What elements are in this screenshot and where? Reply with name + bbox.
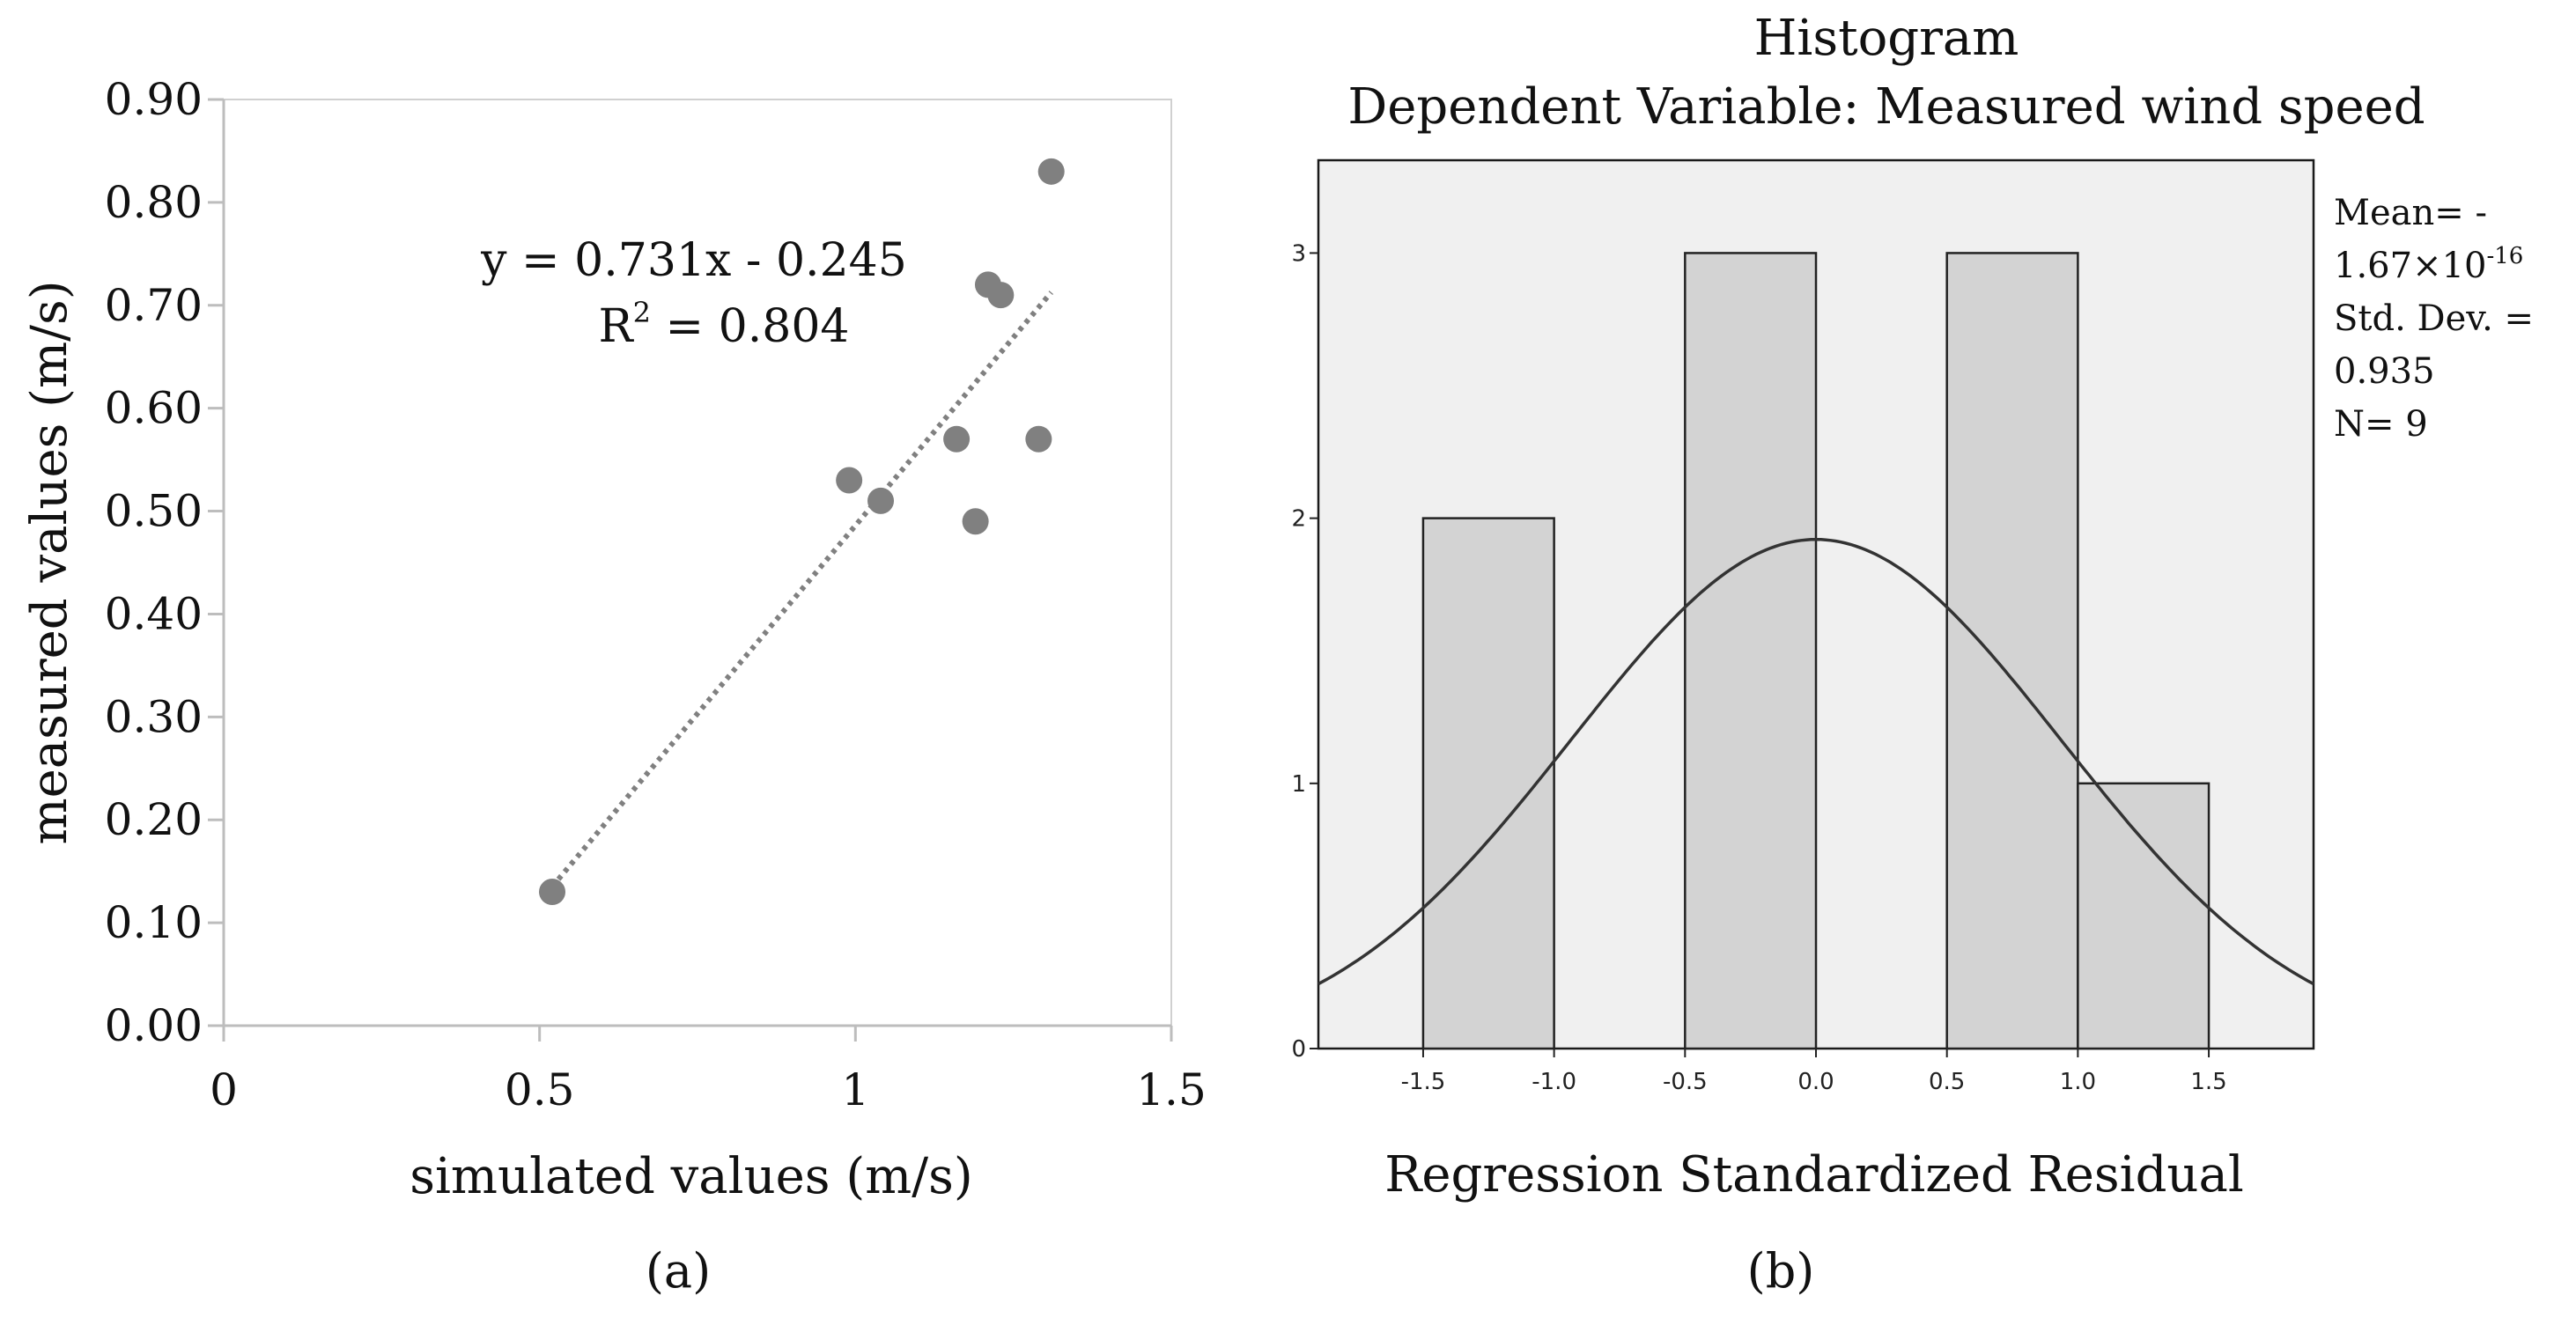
scatter-point: [962, 508, 989, 535]
histogram-bar: [1684, 252, 1818, 1050]
histogram-panel: Histogram Dependent Variable: Measured w…: [1291, 10, 2534, 1299]
histogram-x-ticks: -1.5 -1.0 -0.5 0.0 0.5 1.0 1.5: [1401, 1049, 2227, 1095]
scatter-y-tick-label: 0.30: [105, 691, 203, 742]
scatter-point: [987, 282, 1015, 309]
scatter-y-tick-label: 0.50: [105, 486, 203, 537]
histogram-x-axis-title: Regression Standardized Residual: [1384, 1146, 2244, 1204]
scatter-y-ticks: 0.00 0.10 0.20 0.30 0.40 0.50 0.60 0.70 0.80 0.90: [105, 74, 224, 1051]
panel-a-label: (a): [646, 1243, 711, 1299]
histogram-x-tick-label: 1.0: [2060, 1069, 2096, 1095]
histogram-bars: [1421, 252, 2211, 1050]
histogram-y-tick-label: 3: [1291, 240, 1306, 267]
scatter-panel: 0.000.100.200.300.400.500.600.700.800.90…: [21, 74, 1207, 1299]
panel-b-label: (b): [1747, 1243, 1815, 1299]
histogram-x-tick-label: 1.5: [2190, 1069, 2226, 1095]
scatter-x-tick-label: 1: [841, 1064, 869, 1115]
trendline: [550, 291, 1054, 888]
stat-mean-exponent: -16: [2486, 243, 2523, 269]
histogram-subtitle: Dependent Variable: Measured wind speed: [1347, 78, 2425, 136]
stats-box: Mean= - 1.67×10-16 Std. Dev. = 0.935 N= …: [2334, 193, 2534, 445]
scatter-y-tick-label: 0.70: [105, 280, 203, 331]
histogram-x-tick-label: 0.5: [1929, 1069, 1965, 1095]
r2-superscript: 2: [633, 296, 651, 329]
scatter-point: [1037, 158, 1065, 185]
histogram-title: Histogram: [1754, 10, 2019, 67]
scatter-plot-area: [223, 99, 1172, 1027]
histogram-x-tick-label: -1.0: [1532, 1069, 1576, 1095]
stat-mean-value: 1.67×10-16: [2334, 243, 2523, 286]
histogram-y-tick-label: 1: [1291, 771, 1306, 798]
histogram-x-tick-label: -0.5: [1663, 1069, 1708, 1095]
scatter-y-tick-label: 0.10: [105, 897, 203, 948]
scatter-point: [1025, 425, 1052, 453]
stat-mean-label: Mean= -: [2334, 193, 2487, 233]
stat-mean-base: 1.67×10: [2334, 246, 2486, 286]
scatter-y-tick-label: 0.40: [105, 588, 203, 639]
scatter-point: [539, 879, 566, 906]
scatter-x-tick-label: 1.5: [1136, 1064, 1207, 1115]
histogram-y-tick-label: 2: [1291, 506, 1306, 533]
histogram-bar: [2077, 782, 2211, 1050]
scatter-point: [943, 425, 971, 453]
scatter-y-tick-label: 0.00: [105, 1000, 203, 1051]
scatter-x-tick-label: 0: [210, 1064, 238, 1115]
scatter-x-axis-title: simulated values (m/s): [410, 1148, 973, 1205]
scatter-y-tick-label: 0.20: [105, 794, 203, 845]
stat-sd-value: 0.935: [2334, 351, 2435, 392]
histogram-x-tick-label: 0.0: [1797, 1069, 1834, 1095]
scatter-point: [867, 487, 895, 514]
scatter-x-tick-label: 0.5: [505, 1064, 575, 1115]
scatter-x-ticks: 0 0.5 1 1.5: [210, 1026, 1207, 1115]
scatter-y-tick-label: 0.80: [105, 177, 203, 228]
r-squared-label: R2 = 0.804: [598, 296, 849, 353]
scatter-y-tick-label: 0.90: [105, 74, 203, 125]
scatter-y-tick-label: 0.60: [105, 383, 203, 434]
stat-sd-label: Std. Dev. =: [2334, 298, 2534, 339]
histogram-y-tick-label: 0: [1291, 1036, 1306, 1063]
histogram-bar: [1421, 517, 1555, 1050]
scatter-y-axis-title: measured values (m/s): [21, 280, 78, 844]
histogram-y-ticks: 0 1 2 3: [1291, 240, 1318, 1063]
histogram-x-tick-label: -1.5: [1401, 1069, 1446, 1095]
r2-value: = 0.804: [651, 300, 850, 353]
stat-n: N= 9: [2334, 404, 2428, 445]
normal-curve: [1318, 537, 2314, 986]
r2-prefix: R: [598, 300, 634, 353]
scatter-points: [539, 158, 1065, 906]
trendline-equation: y = 0.731x - 0.245: [480, 234, 907, 287]
histogram-bar: [1945, 252, 2079, 1050]
scatter-point: [836, 467, 863, 494]
